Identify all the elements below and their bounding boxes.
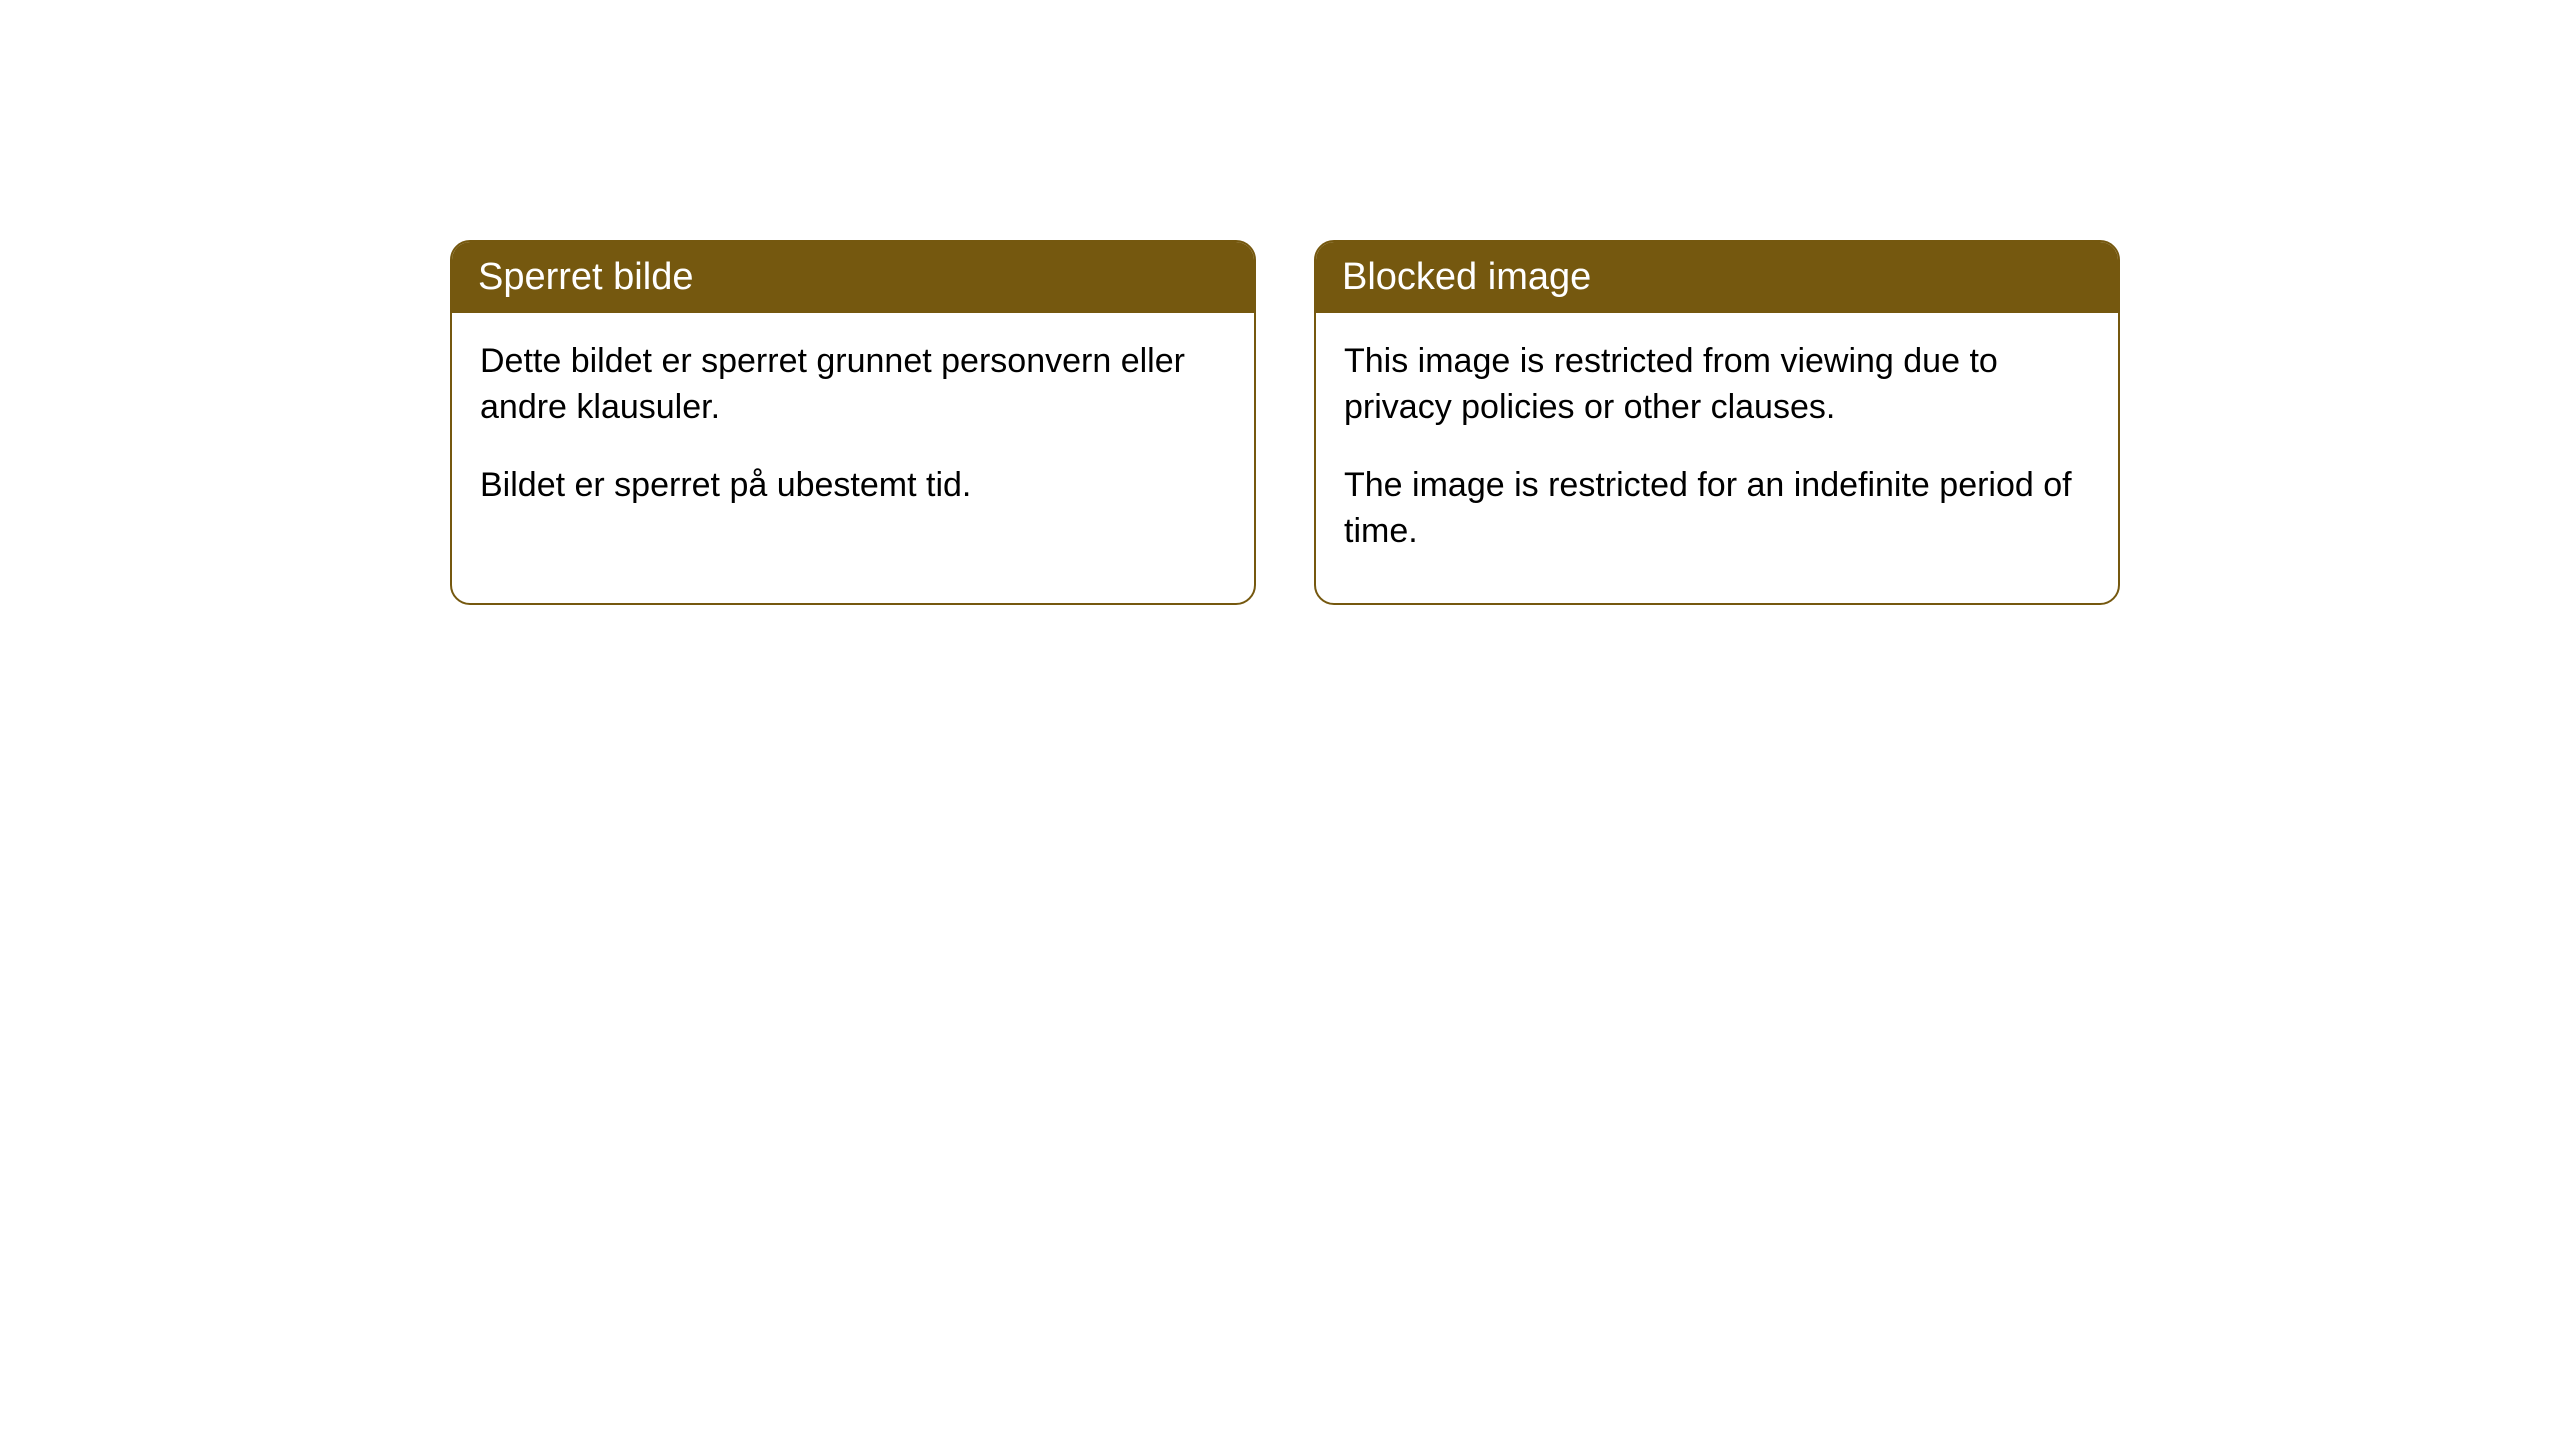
- card-paragraph: Dette bildet er sperret grunnet personve…: [480, 339, 1226, 431]
- card-paragraph: This image is restricted from viewing du…: [1344, 339, 2090, 431]
- card-paragraph: The image is restricted for an indefinit…: [1344, 463, 2090, 555]
- card-header: Sperret bilde: [452, 242, 1254, 313]
- card-header: Blocked image: [1316, 242, 2118, 313]
- card-title: Blocked image: [1342, 256, 1591, 298]
- card-paragraph: Bildet er sperret på ubestemt tid.: [480, 463, 1226, 509]
- blocked-image-card-english: Blocked image This image is restricted f…: [1314, 240, 2120, 605]
- card-title: Sperret bilde: [478, 256, 693, 298]
- card-body: This image is restricted from viewing du…: [1316, 313, 2118, 603]
- card-body: Dette bildet er sperret grunnet personve…: [452, 313, 1254, 557]
- blocked-image-card-norwegian: Sperret bilde Dette bildet er sperret gr…: [450, 240, 1256, 605]
- notice-cards-container: Sperret bilde Dette bildet er sperret gr…: [450, 240, 2120, 605]
